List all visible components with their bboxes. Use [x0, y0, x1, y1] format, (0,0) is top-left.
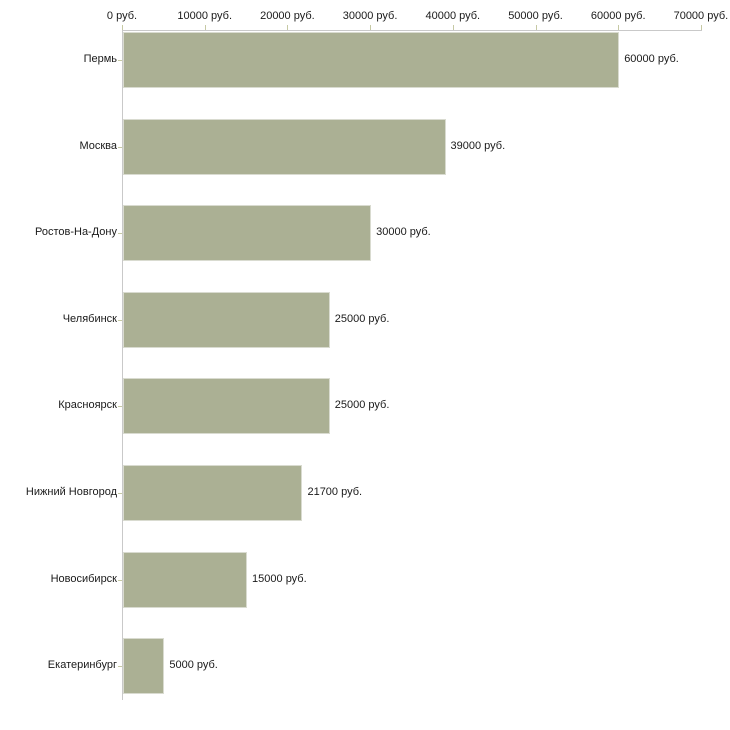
- value-label: 25000 руб.: [334, 312, 390, 325]
- bar: [123, 118, 446, 175]
- x-axis-tick: [204, 25, 206, 30]
- x-axis-tick: [370, 25, 372, 30]
- category-label: Челябинск: [62, 312, 117, 325]
- bar: [123, 32, 620, 88]
- value-label: 21700 руб.: [307, 486, 363, 498]
- y-axis-tick: [118, 146, 122, 148]
- x-axis-tick: [535, 25, 537, 30]
- category-label: Пермь: [83, 53, 117, 65]
- bar: [123, 551, 248, 608]
- y-axis-tick: [118, 666, 122, 668]
- x-axis-tick-label: 40000 руб.: [425, 10, 481, 22]
- x-axis-tick: [452, 25, 454, 30]
- bar: [123, 465, 303, 521]
- category-label: Красноярск: [58, 399, 117, 412]
- x-axis-tick: [287, 25, 289, 30]
- value-label: 39000 руб.: [450, 139, 506, 152]
- y-axis-line: [122, 30, 123, 700]
- bar: [123, 291, 330, 348]
- y-axis-tick: [118, 319, 122, 321]
- category-label: Екатеринбург: [47, 659, 117, 672]
- value-label: 5000 руб.: [169, 659, 218, 672]
- x-axis-tick: [700, 25, 702, 30]
- x-axis-tick: [618, 25, 620, 30]
- value-label: 15000 руб.: [252, 572, 307, 585]
- category-label: Новосибирск: [50, 572, 117, 585]
- x-axis-tick: [122, 25, 123, 30]
- bar: [123, 638, 165, 695]
- y-axis-tick: [118, 406, 122, 408]
- y-axis-tick: [118, 579, 122, 581]
- x-axis-tick-label: 50000 руб.: [508, 10, 563, 22]
- x-axis-tick-label: 30000 руб.: [342, 10, 398, 22]
- y-axis-tick: [118, 493, 122, 494]
- bar: [123, 205, 372, 262]
- category-label: Москва: [79, 139, 117, 152]
- x-axis-tick-label: 60000 руб.: [590, 10, 646, 22]
- bar: [123, 378, 330, 435]
- x-axis-tick-label: 10000 руб.: [177, 10, 232, 22]
- x-axis-tick-label: 20000 руб.: [260, 10, 315, 22]
- x-axis-tick-label: 70000 руб.: [673, 10, 729, 22]
- category-label: Ростов-На-Дону: [34, 226, 117, 239]
- value-label: 25000 руб.: [334, 399, 390, 412]
- category-label: Нижний Новгород: [25, 486, 117, 498]
- x-axis-line: [122, 30, 702, 31]
- y-axis-tick: [118, 60, 122, 61]
- y-axis-tick: [118, 233, 122, 235]
- value-label: 60000 руб.: [624, 53, 679, 65]
- x-axis-tick-label: 0 руб.: [106, 10, 138, 22]
- value-label: 30000 руб.: [376, 226, 431, 239]
